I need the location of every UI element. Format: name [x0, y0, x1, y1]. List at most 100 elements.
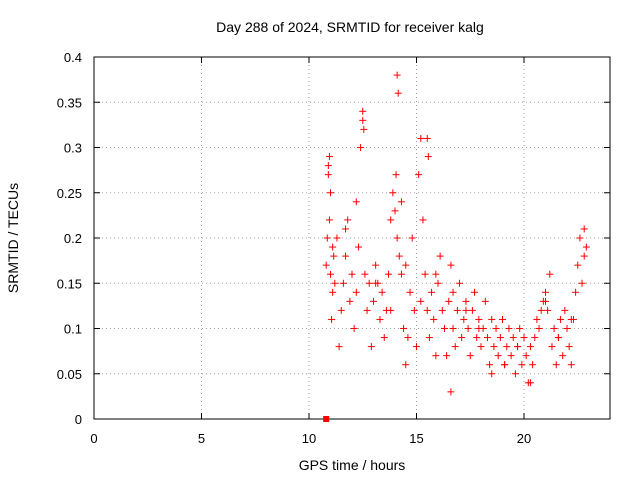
- data-point: [514, 343, 522, 351]
- data-point: [327, 189, 334, 197]
- data-point: [449, 325, 457, 332]
- data-point: [462, 306, 470, 314]
- data-point: [572, 288, 580, 296]
- data-point: [350, 325, 358, 332]
- data-point: [526, 379, 534, 387]
- data-point: [325, 153, 333, 161]
- data-point: [516, 325, 524, 332]
- y-axis-label: SRMTID / TECUs: [5, 183, 21, 293]
- data-point: [453, 306, 461, 314]
- data-point: [544, 306, 552, 314]
- data-point: [400, 325, 408, 332]
- data-point: [348, 270, 356, 278]
- data-point: [440, 325, 448, 332]
- data-point: [397, 198, 405, 206]
- data-point: [477, 343, 485, 351]
- data-point: [533, 315, 541, 323]
- data-point: [361, 270, 369, 278]
- data-point: [432, 352, 440, 360]
- data-point: [488, 315, 496, 323]
- y-tick-label: 0.3: [64, 141, 82, 156]
- data-point: [324, 171, 332, 179]
- grid-lines: [94, 57, 610, 419]
- data-point: [342, 252, 350, 260]
- data-point: [548, 343, 556, 351]
- data-point: [529, 361, 537, 369]
- data-point: [531, 334, 539, 342]
- data-point: [367, 343, 375, 351]
- y-tick-label: 0.15: [57, 276, 82, 291]
- data-point-square: [323, 416, 330, 422]
- data-point: [372, 261, 380, 269]
- data-point: [458, 334, 466, 342]
- y-tick-label: 0.2: [64, 231, 82, 246]
- data-point: [359, 107, 367, 115]
- data-point: [481, 297, 489, 305]
- data-point: [357, 144, 365, 151]
- data-point: [518, 361, 526, 369]
- data-point: [434, 279, 442, 287]
- data-point: [492, 325, 500, 332]
- data-point: [360, 125, 368, 133]
- data-point: [329, 243, 337, 251]
- data-point: [522, 352, 530, 360]
- data-point: [415, 171, 423, 179]
- data-point: [365, 279, 373, 287]
- x-tick-label: 5: [198, 431, 205, 446]
- data-point: [542, 297, 549, 305]
- data-point: [395, 252, 403, 260]
- data-point: [456, 279, 463, 287]
- data-point: [451, 343, 459, 351]
- data-point: [391, 207, 399, 215]
- data-point: [475, 325, 483, 332]
- data-point: [333, 234, 341, 242]
- data-point: [436, 252, 444, 260]
- data-point: [443, 352, 451, 360]
- data-point: [417, 297, 425, 305]
- data-point: [567, 361, 575, 369]
- data-point: [507, 352, 515, 360]
- data-point: [430, 315, 438, 323]
- data-point: [408, 234, 416, 242]
- data-point: [464, 325, 472, 332]
- x-tick-label: 20: [517, 431, 531, 446]
- x-tick-label: 10: [302, 431, 316, 446]
- data-point: [496, 334, 504, 342]
- data-point: [410, 306, 418, 314]
- data-point: [327, 270, 334, 278]
- data-point: [537, 306, 545, 314]
- data-point: [557, 315, 565, 323]
- data-point: [392, 171, 400, 179]
- data-point: [335, 343, 343, 351]
- data-point: [413, 343, 420, 351]
- y-tick-label: 0.4: [64, 50, 82, 65]
- data-point: [322, 261, 330, 269]
- data-point: [483, 334, 491, 342]
- y-tick-label: 0: [75, 412, 82, 427]
- data-point: [490, 343, 498, 351]
- y-tick-label: 0.05: [57, 367, 82, 382]
- data-point: [466, 352, 474, 360]
- data-point: [526, 343, 534, 351]
- data-point: [417, 134, 425, 142]
- data-point: [397, 270, 405, 278]
- data-point: [425, 334, 433, 342]
- data-point: [376, 315, 384, 323]
- data-point: [445, 297, 453, 305]
- data-point: [473, 334, 481, 342]
- data-points: [322, 71, 590, 422]
- x-tick-label: 0: [90, 431, 97, 446]
- data-point: [554, 334, 562, 342]
- data-point: [520, 334, 528, 342]
- data-point: [328, 315, 336, 323]
- y-tick-label: 0.1: [64, 322, 82, 337]
- data-point: [499, 315, 506, 323]
- x-axis-label: GPS time / hours: [299, 457, 406, 473]
- data-point: [576, 234, 584, 242]
- data-point: [370, 297, 377, 305]
- chart-title: Day 288 of 2024, SRMTID for receiver kal…: [216, 19, 484, 35]
- data-point: [402, 361, 410, 369]
- y-tick-label: 0.35: [57, 95, 82, 110]
- data-point: [402, 261, 410, 269]
- data-point: [488, 370, 496, 378]
